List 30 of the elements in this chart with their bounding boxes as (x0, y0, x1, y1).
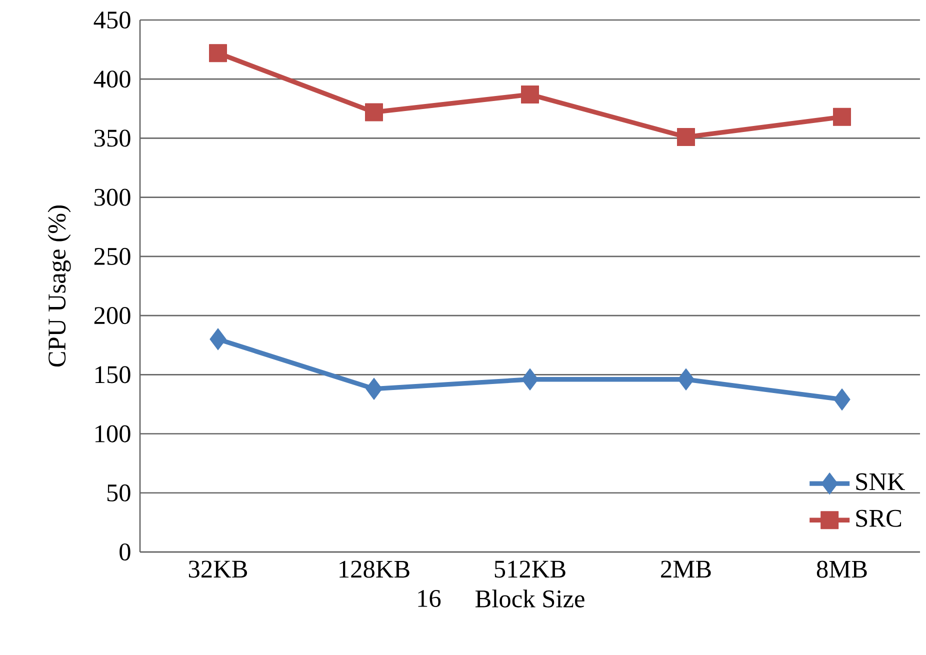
y-tick-label: 100 (96, 425, 130, 442)
y-tick-label: 350 (94, 130, 130, 147)
y-tick-label: 0 (120, 543, 130, 561)
x-tick-label: 512KB (494, 560, 566, 578)
x-tick-label: 128KB (340, 560, 410, 578)
text: 16 (418, 590, 441, 608)
y-tick-label: 450 (94, 11, 130, 29)
legend-label: SNK (856, 473, 905, 490)
point (209, 44, 228, 62)
y-tick-label: 200 (94, 307, 130, 324)
x-tick-label: 32KB (188, 560, 248, 578)
y-tick-label: 150 (96, 366, 130, 384)
point (210, 328, 226, 350)
point (676, 128, 695, 146)
point (364, 103, 383, 122)
x-tick-label: 8MB (816, 560, 867, 578)
point (521, 85, 540, 104)
point (366, 378, 382, 400)
point (833, 108, 851, 126)
point (834, 388, 850, 410)
y-axis-title: CPU Usage (%) (48, 206, 71, 367)
y-tick-label: 400 (94, 70, 130, 88)
y-tick-label: 50 (107, 484, 130, 502)
legend-label: SRC (856, 510, 902, 527)
x-tick-label: 2MB (661, 560, 711, 578)
y-tick-label: 300 (94, 188, 130, 206)
y-tick-label: 250 (94, 248, 130, 265)
point (678, 368, 694, 390)
point (522, 368, 538, 390)
x-axis-title: Block Size (476, 590, 584, 608)
